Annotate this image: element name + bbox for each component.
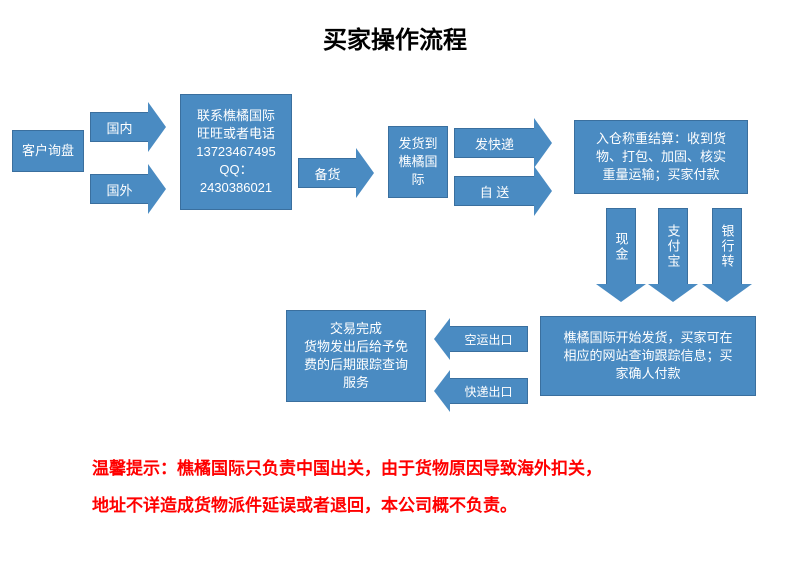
arrow-bank: 银行转	[702, 208, 752, 302]
arrow-express-export: 快递出口	[434, 370, 528, 412]
arrow-head-icon	[148, 102, 166, 152]
arrow-head-icon	[356, 148, 374, 198]
arrow-head-icon	[434, 370, 450, 412]
flow-box-complete: 交易完成货物发出后给予免费的后期跟踪查询服务	[286, 310, 426, 402]
arrow-label-bank: 银行转	[712, 208, 742, 284]
arrow-label-domestic: 国内	[90, 112, 148, 142]
flow-box-ship-to: 发货到樵橘国际	[388, 126, 448, 198]
flow-box-warehouse: 入仓称重结算：收到货物、打包、加固、核实重量运输；买家付款	[574, 120, 748, 194]
arrow-head-icon	[434, 318, 450, 360]
arrow-head-icon	[596, 284, 646, 302]
arrow-label-stock: 备货	[298, 158, 356, 188]
arrow-cash: 现金	[596, 208, 646, 302]
warning-notice: 温馨提示：樵橘国际只负责中国出关，由于货物原因导致海外扣关， 地址不详造成货物派…	[92, 450, 602, 525]
arrow-label-self-send: 自 送	[454, 176, 534, 206]
arrow-express: 发快递	[454, 118, 552, 168]
arrow-overseas: 国外	[90, 164, 166, 214]
arrow-stock: 备货	[298, 148, 374, 198]
flow-box-contact: 联系樵橘国际旺旺或者电话13723467495QQ：2430386021	[180, 94, 292, 210]
arrow-alipay: 支付宝	[648, 208, 698, 302]
arrow-label-alipay: 支付宝	[658, 208, 688, 284]
arrow-self-send: 自 送	[454, 166, 552, 216]
arrow-label-air-export: 空运出口	[450, 326, 528, 352]
arrow-label-express: 发快递	[454, 128, 534, 158]
arrow-head-icon	[648, 284, 698, 302]
warning-line-2: 地址不详造成货物派件延误或者退回，本公司概不负责。	[92, 487, 602, 524]
arrow-head-icon	[534, 166, 552, 216]
flow-box-inquiry: 客户询盘	[12, 130, 84, 172]
arrow-label-express-export: 快递出口	[450, 378, 528, 404]
page-title: 买家操作流程	[0, 20, 790, 55]
arrow-label-cash: 现金	[606, 208, 636, 284]
flow-box-start-ship: 樵橘国际开始发货，买家可在相应的网站查询跟踪信息；买家确人付款	[540, 316, 756, 396]
arrow-air-export: 空运出口	[434, 318, 528, 360]
arrow-domestic: 国内	[90, 102, 166, 152]
arrow-head-icon	[534, 118, 552, 168]
arrow-head-icon	[148, 164, 166, 214]
arrow-label-overseas: 国外	[90, 174, 148, 204]
warning-line-1: 温馨提示：樵橘国际只负责中国出关，由于货物原因导致海外扣关，	[92, 450, 602, 487]
arrow-head-icon	[702, 284, 752, 302]
